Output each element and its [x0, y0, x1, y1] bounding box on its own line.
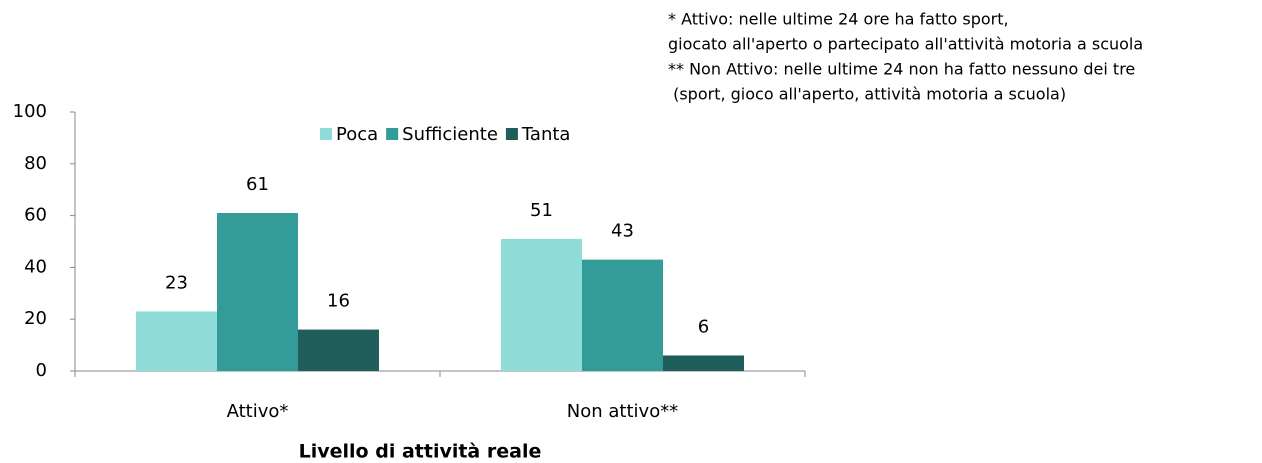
legend-label: Sufficiente — [402, 124, 498, 145]
bar — [298, 329, 379, 371]
data-label: 23 — [165, 272, 188, 293]
y-tick-label: 100 — [13, 101, 47, 122]
bar — [582, 259, 663, 371]
y-tick-label: 20 — [24, 308, 47, 329]
annotation: giocato all'aperto o partecipato all'att… — [668, 35, 1143, 54]
annotation: (sport, gioco all'aperto, attività motor… — [668, 85, 1066, 104]
data-label: 16 — [327, 291, 350, 312]
y-tick-label: 0 — [36, 360, 47, 381]
bar — [663, 355, 744, 371]
data-label: 61 — [246, 174, 269, 195]
bar — [217, 213, 298, 371]
data-label: 6 — [698, 316, 709, 337]
legend-swatch — [320, 128, 332, 140]
y-tick-label: 60 — [24, 205, 47, 226]
annotation: * Attivo: nelle ultime 24 ore ha fatto s… — [668, 10, 1009, 29]
y-tick-label: 80 — [24, 153, 47, 174]
bar — [501, 238, 582, 371]
annotation: ** Non Attivo: nelle ultime 24 non ha fa… — [668, 60, 1135, 79]
legend-label: Poca — [336, 124, 378, 145]
y-tick-label: 40 — [24, 256, 47, 277]
x-tick-label: Attivo* — [227, 401, 289, 422]
x-tick-label: Non attivo** — [567, 401, 678, 422]
data-label: 43 — [611, 221, 634, 242]
bar — [136, 311, 217, 371]
legend-swatch — [386, 128, 399, 140]
x-axis-label: Livello di attività reale — [299, 441, 542, 463]
data-label: 51 — [530, 200, 553, 221]
legend-swatch — [505, 128, 518, 140]
legend-label: Tanta — [521, 124, 571, 145]
